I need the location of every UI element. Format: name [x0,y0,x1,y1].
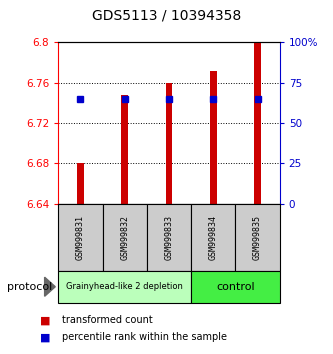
Bar [191,271,280,303]
Bar [122,95,128,204]
Bar [235,204,280,271]
Text: GSM999832: GSM999832 [120,215,129,260]
Polygon shape [45,277,55,296]
Bar [210,71,216,204]
Bar [254,42,261,204]
Bar [147,204,191,271]
Bar [191,204,235,271]
Text: percentile rank within the sample: percentile rank within the sample [62,332,226,342]
Text: GDS5113 / 10394358: GDS5113 / 10394358 [92,9,241,23]
Text: ■: ■ [40,315,51,325]
Text: transformed count: transformed count [62,315,153,325]
Bar [77,163,84,204]
Text: protocol: protocol [7,282,52,292]
Bar [58,204,103,271]
Text: GSM999831: GSM999831 [76,215,85,260]
Text: control: control [216,282,255,292]
Bar [103,204,147,271]
Text: ■: ■ [40,332,51,342]
Text: GSM999834: GSM999834 [209,215,218,260]
Bar [166,83,172,204]
Text: GSM999835: GSM999835 [253,215,262,260]
Text: Grainyhead-like 2 depletion: Grainyhead-like 2 depletion [66,282,183,291]
Text: GSM999833: GSM999833 [165,215,173,260]
Bar [58,271,191,303]
